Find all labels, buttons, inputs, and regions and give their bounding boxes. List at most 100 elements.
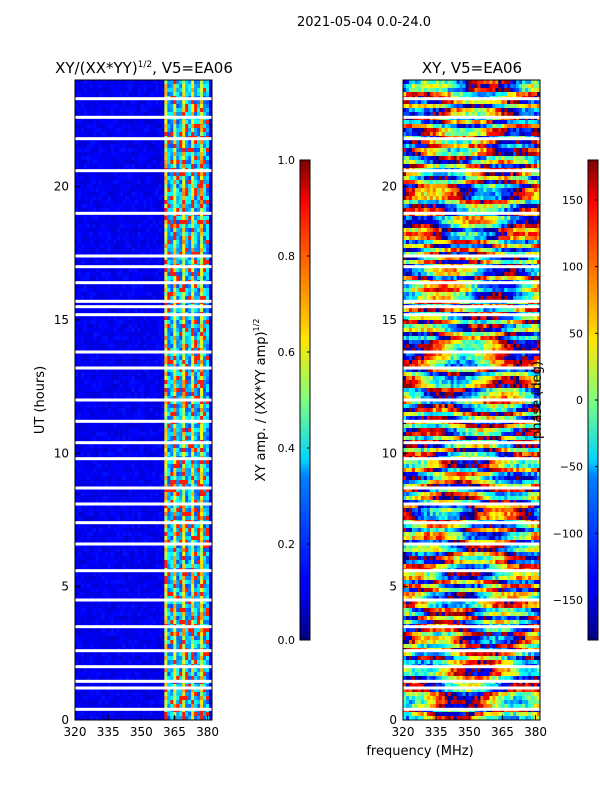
heatmap-cell — [92, 220, 97, 225]
heatmap-cell — [179, 140, 183, 145]
heatmap-cell — [200, 496, 204, 501]
heatmap-cell — [182, 364, 186, 369]
heatmap-cell — [149, 496, 153, 501]
heatmap-cell — [161, 232, 165, 237]
heatmap-cell — [92, 124, 97, 129]
heatmap-cell — [164, 316, 168, 321]
heatmap-cell — [86, 236, 91, 241]
heatmap-cell — [89, 376, 94, 381]
heatmap-cell — [191, 424, 195, 429]
heatmap-cell — [152, 348, 156, 353]
heatmap-cell — [113, 204, 117, 209]
heatmap-cell — [164, 476, 168, 481]
heatmap-cell — [203, 196, 207, 201]
heatmap-cell — [128, 200, 132, 205]
heatmap-cell — [176, 160, 180, 165]
heatmap-cell — [77, 496, 82, 501]
heatmap-cell — [107, 296, 112, 301]
heatmap-cell — [155, 488, 159, 493]
heatmap-cell — [86, 92, 91, 97]
heatmap-cell — [167, 144, 171, 149]
heatmap-cell — [188, 396, 192, 401]
heatmap-cell — [203, 220, 207, 225]
heatmap-cell — [209, 128, 213, 133]
heatmap-cell — [194, 152, 198, 157]
heatmap-cell — [77, 260, 82, 265]
heatmap-cell — [182, 204, 186, 209]
heatmap-cell — [122, 308, 126, 313]
heatmap-cell — [173, 164, 177, 169]
heatmap-cell — [140, 444, 144, 449]
heatmap-cell — [104, 292, 109, 297]
heatmap-cell — [158, 464, 162, 469]
heatmap-cell — [179, 224, 183, 229]
heatmap-cell — [146, 228, 150, 233]
heatmap-cell — [134, 124, 138, 129]
heatmap-cell — [131, 380, 135, 385]
heatmap-cell — [101, 220, 106, 225]
heatmap-cell — [203, 404, 207, 409]
heatmap-cell — [86, 384, 91, 389]
heatmap-cell — [194, 488, 198, 493]
heatmap-cell — [110, 404, 115, 409]
heatmap-cell — [176, 424, 180, 429]
heatmap-cell — [182, 484, 186, 489]
heatmap-cell — [77, 104, 82, 109]
heatmap-cell — [92, 284, 97, 289]
heatmap-cell — [200, 344, 204, 349]
heatmap-cell — [107, 184, 112, 189]
heatmap-cell — [176, 132, 180, 137]
heatmap-cell — [179, 444, 183, 449]
heatmap-cell — [131, 204, 135, 209]
heatmap-cell — [152, 292, 156, 297]
heatmap-cell — [206, 348, 210, 353]
heatmap-cell — [116, 500, 120, 505]
heatmap-cell — [137, 252, 141, 257]
heatmap-cell — [92, 496, 97, 501]
heatmap-cell — [134, 376, 138, 381]
heatmap-cell — [128, 416, 132, 421]
heatmap-cell — [107, 224, 112, 229]
heatmap-cell — [137, 228, 141, 233]
heatmap-cell — [131, 332, 135, 337]
heatmap-cell — [95, 324, 100, 329]
heatmap-cell — [200, 356, 204, 361]
heatmap-cell — [119, 324, 123, 329]
heatmap-cell — [137, 160, 141, 165]
heatmap-cell — [92, 364, 97, 369]
heatmap-cell — [167, 180, 171, 185]
heatmap-cell — [158, 296, 162, 301]
heatmap-cell — [77, 504, 82, 509]
heatmap-cell — [155, 240, 159, 245]
heatmap-cell — [140, 344, 144, 349]
heatmap-cell — [161, 220, 165, 225]
heatmap-cell — [188, 204, 192, 209]
heatmap-cell — [107, 152, 112, 157]
heatmap-cell — [194, 276, 198, 281]
heatmap-cell — [89, 272, 94, 277]
heatmap-cell — [107, 292, 112, 297]
heatmap-cell — [197, 296, 201, 301]
heatmap-cell — [149, 380, 153, 385]
heatmap-cell — [182, 352, 186, 357]
heatmap-cell — [170, 356, 174, 361]
heatmap-cell — [125, 408, 129, 413]
heatmap-cell — [83, 476, 88, 481]
heatmap-cell — [167, 416, 171, 421]
heatmap-cell — [200, 384, 204, 389]
heatmap-cell — [101, 184, 106, 189]
heatmap-cell — [104, 444, 109, 449]
heatmap-cell — [92, 384, 97, 389]
heatmap-cell — [134, 240, 138, 245]
heatmap-cell — [197, 272, 201, 277]
heatmap-cell — [176, 152, 180, 157]
heatmap-cell — [191, 372, 195, 377]
heatmap-cell — [110, 500, 115, 505]
heatmap-cell — [170, 460, 174, 465]
heatmap-cell — [113, 108, 117, 113]
heatmap-cell — [149, 388, 153, 393]
heatmap-cell — [107, 256, 112, 261]
heatmap-cell — [113, 132, 117, 137]
heatmap-cell — [95, 216, 100, 221]
heatmap-cell — [95, 164, 100, 169]
